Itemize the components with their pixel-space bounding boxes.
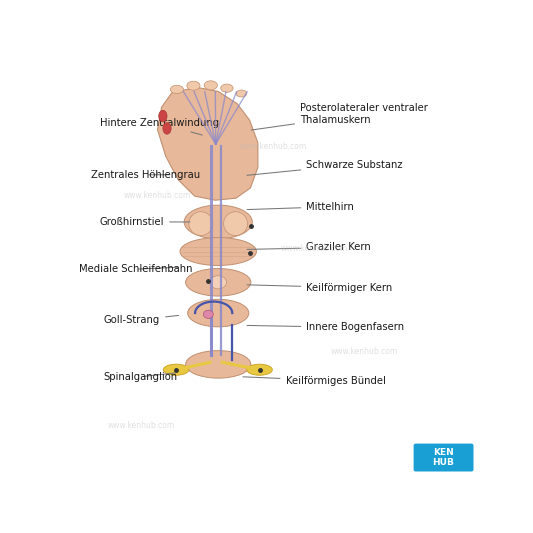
Text: Posterolateraler ventraler
Thalamuskern: Posterolateraler ventraler Thalamuskern [251, 103, 428, 130]
Ellipse shape [247, 364, 272, 375]
Text: Mediale Schleifenbahn: Mediale Schleifenbahn [79, 264, 192, 274]
Text: Mittelhirn: Mittelhirn [247, 202, 354, 212]
Text: Graziler Kern: Graziler Kern [247, 243, 371, 253]
Text: Großhirnstiel: Großhirnstiel [100, 217, 190, 227]
Text: Keilförmiges Bündel: Keilförmiges Bündel [243, 376, 385, 386]
Ellipse shape [185, 351, 251, 378]
FancyBboxPatch shape [414, 443, 473, 472]
Ellipse shape [159, 110, 167, 122]
Text: Goll-Strang: Goll-Strang [104, 316, 179, 326]
Ellipse shape [184, 205, 252, 239]
Ellipse shape [180, 238, 256, 265]
Ellipse shape [171, 85, 183, 93]
Ellipse shape [236, 90, 247, 97]
Ellipse shape [224, 212, 247, 236]
Ellipse shape [204, 81, 217, 90]
Ellipse shape [210, 276, 227, 289]
Text: Keilförmiger Kern: Keilförmiger Kern [247, 282, 392, 293]
Text: Innere Bogenfasern: Innere Bogenfasern [247, 322, 405, 333]
Text: KEN
HUB: KEN HUB [433, 448, 455, 467]
Text: Schwarze Substanz: Schwarze Substanz [247, 159, 403, 175]
Polygon shape [158, 87, 258, 200]
Text: Spinalganglion: Spinalganglion [104, 372, 178, 382]
Text: Hintere Zentralwindung: Hintere Zentralwindung [100, 118, 219, 135]
Ellipse shape [204, 310, 213, 318]
Ellipse shape [163, 123, 171, 134]
Ellipse shape [163, 364, 189, 375]
Ellipse shape [188, 300, 249, 327]
Text: www.kenhub.com: www.kenhub.com [281, 244, 348, 253]
Ellipse shape [221, 84, 233, 92]
Ellipse shape [187, 81, 200, 90]
Ellipse shape [189, 212, 213, 236]
Ellipse shape [185, 269, 251, 296]
Text: www.kenhub.com: www.kenhub.com [107, 421, 175, 430]
Text: www.kenhub.com: www.kenhub.com [124, 191, 191, 200]
Text: Zentrales Höhlengrau: Zentrales Höhlengrau [92, 170, 200, 180]
Text: www.kenhub.com: www.kenhub.com [239, 142, 307, 150]
Text: www.kenhub.com: www.kenhub.com [330, 347, 398, 356]
